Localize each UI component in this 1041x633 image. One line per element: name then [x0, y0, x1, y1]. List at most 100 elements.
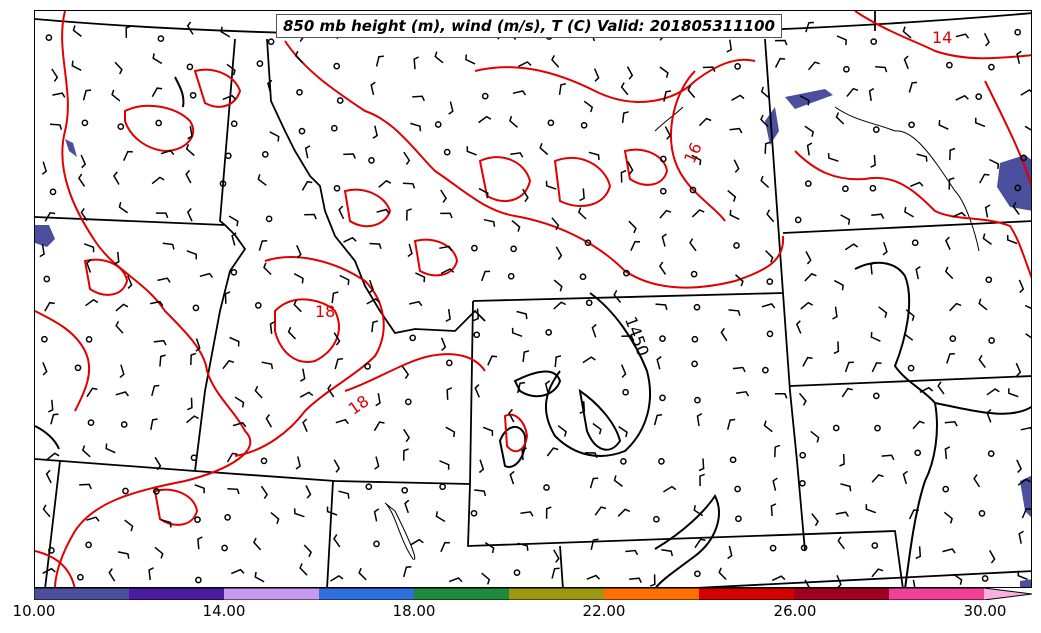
wind-barb: [653, 414, 663, 426]
wind-barb: [293, 508, 305, 518]
calm-wind-circle: [74, 364, 82, 372]
wind-barb: [978, 298, 988, 311]
wind-barb: [487, 355, 498, 366]
wind-barb: [227, 488, 240, 495]
colorbar-tick-label: 30.00: [963, 602, 1007, 620]
wind-barb: [46, 452, 60, 461]
wind-barb: [152, 53, 163, 65]
wind-barb: [378, 179, 392, 188]
wind-barb: [919, 386, 934, 393]
wind-barb: [774, 392, 788, 399]
wind-barb: [115, 320, 124, 334]
wind-barb: [592, 422, 602, 435]
calm-wind-circle: [874, 424, 881, 432]
calm-wind-circle: [584, 239, 592, 247]
calm-wind-circle: [942, 485, 950, 493]
wind-barb: [811, 513, 819, 527]
wind-barb: [509, 115, 518, 128]
wind-barb: [517, 542, 529, 551]
wind-barb: [466, 146, 477, 156]
wind-barb: [1020, 426, 1031, 431]
calm-wind-circle: [766, 330, 774, 338]
wind-barb: [618, 425, 628, 438]
wind-barb: [553, 549, 560, 563]
wind-barb: [185, 143, 195, 157]
wind-barb: [613, 290, 622, 303]
wind-barb: [905, 309, 915, 322]
calm-wind-circle: [766, 278, 774, 285]
calm-wind-circle: [869, 184, 877, 192]
wind-barb: [551, 55, 560, 68]
wind-barb: [840, 483, 852, 492]
wind-barb: [229, 336, 240, 347]
wind-barb: [579, 188, 585, 202]
wind-barb: [875, 65, 888, 73]
calm-wind-circle: [510, 245, 517, 253]
wind-barbs: [39, 19, 1031, 587]
wind-barb: [113, 171, 120, 185]
wind-barb: [841, 387, 853, 398]
calm-wind-circle: [368, 157, 375, 164]
wind-barb: [1015, 362, 1022, 377]
wind-barb: [839, 453, 845, 467]
calm-wind-circle: [800, 544, 808, 552]
colorbar-segment: [224, 588, 320, 600]
calm-wind-circle: [804, 180, 812, 187]
calm-wind-circle: [794, 216, 802, 224]
wind-barb: [627, 161, 634, 175]
wind-barb: [804, 125, 815, 137]
wind-barb: [481, 572, 491, 585]
wind-barb: [586, 574, 601, 580]
calm-wind-circle: [77, 573, 84, 581]
wind-barb: [440, 189, 448, 203]
wind-barb: [108, 568, 116, 582]
wind-barb: [330, 574, 344, 582]
wind-barb: [265, 414, 273, 428]
calm-wind-circle: [443, 148, 451, 156]
wind-barb: [729, 127, 743, 134]
wind-barb: [943, 511, 953, 524]
wind-barb: [942, 548, 956, 554]
wind-barb: [771, 575, 786, 582]
wind-barb: [186, 250, 198, 260]
wind-barb: [39, 243, 45, 258]
wind-barb: [222, 94, 237, 101]
wind-barb: [71, 60, 82, 71]
wind-barb: [448, 101, 454, 115]
wind-barb: [434, 51, 444, 64]
wind-barb: [293, 299, 302, 313]
wind-barb: [591, 323, 597, 338]
wind-barb: [945, 236, 951, 251]
calm-wind-circle: [872, 126, 880, 133]
wind-barb: [617, 508, 631, 517]
wind-barb: [726, 418, 736, 430]
wind-barb: [343, 153, 356, 159]
wind-barb: [478, 115, 492, 124]
wind-barb: [439, 460, 450, 470]
calm-wind-circle: [507, 272, 515, 280]
wind-barb: [294, 50, 304, 64]
calm-wind-circle: [190, 454, 198, 462]
colorbar-extension: [984, 588, 1032, 600]
calm-wind-circle: [659, 155, 667, 163]
wind-barb: [42, 504, 51, 518]
wind-barb: [774, 444, 781, 458]
wind-barb: [908, 509, 919, 520]
wind-barb: [440, 337, 447, 351]
calm-wind-circle: [1020, 154, 1027, 162]
wind-barb: [51, 68, 59, 82]
wind-barb: [1016, 459, 1023, 474]
calm-wind-circle: [122, 487, 129, 495]
wind-barb: [80, 207, 88, 222]
wind-barb: [726, 39, 733, 53]
calm-wind-circle: [735, 515, 742, 523]
wind-barb: [440, 212, 453, 219]
wind-barb: [338, 205, 345, 220]
calm-wind-circle: [547, 119, 555, 127]
wind-barb: [727, 189, 737, 202]
wind-barb: [234, 396, 245, 408]
calm-wind-circle: [580, 121, 588, 129]
wind-barb: [148, 567, 154, 581]
wind-barb: [113, 251, 120, 265]
wind-barb: [222, 359, 235, 370]
